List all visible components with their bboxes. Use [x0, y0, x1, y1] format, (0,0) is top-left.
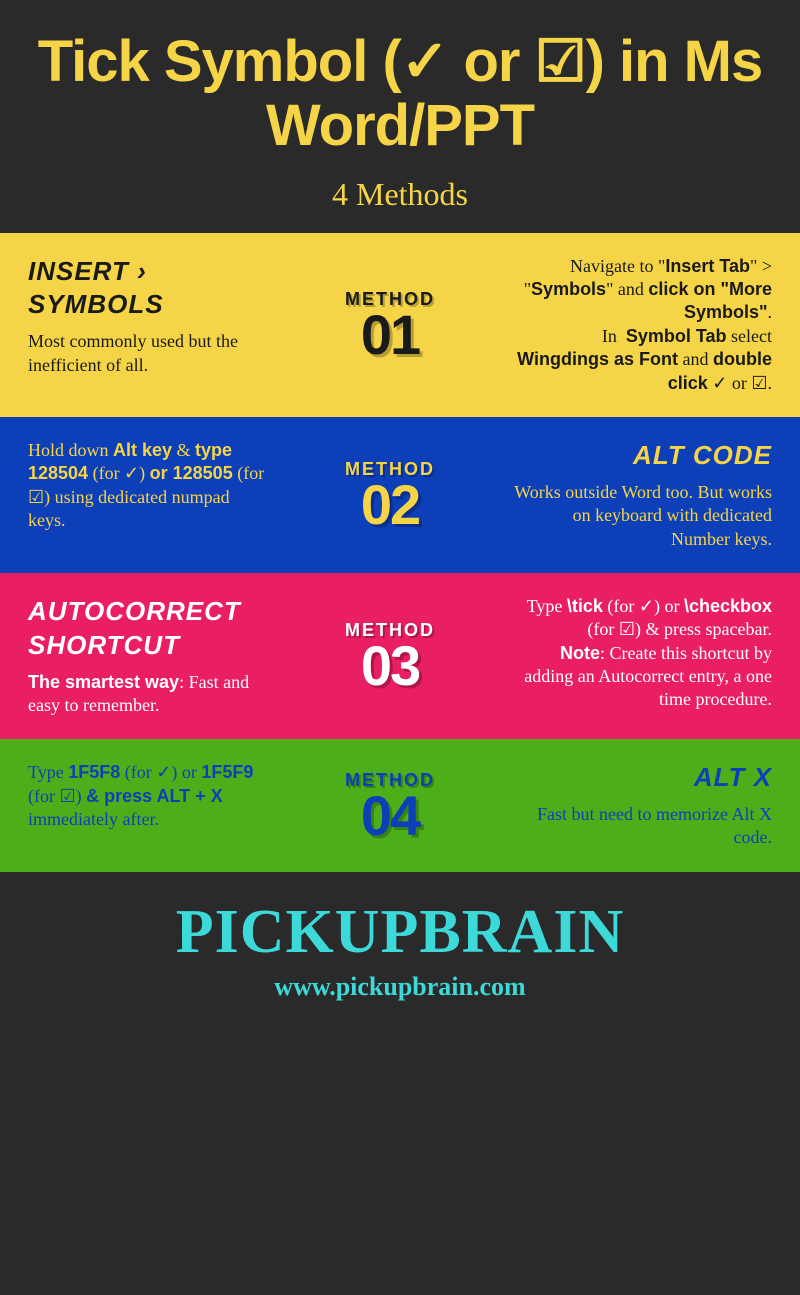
method-1-number: 01 [361, 310, 419, 360]
method-1-right-desc: Navigate to "Insert Tab" > "Symbols" and… [512, 255, 772, 395]
method-2-heading: ALT CODE [512, 439, 772, 473]
method-4-left: Type 1F5F8 (for ✓) or 1F5F9 (for ☑) & pr… [28, 761, 268, 850]
method-4-left-desc: Type 1F5F8 (for ✓) or 1F5F9 (for ☑) & pr… [28, 761, 268, 831]
method-3-right: Type \tick (for ✓) or \checkbox (for ☑) … [512, 595, 772, 717]
method-3-number: 03 [361, 641, 419, 691]
method-2-right: ALT CODE Works outside Word too. But wor… [512, 439, 772, 551]
method-3-left: AUTOCORRECT SHORTCUT The smartest way: F… [28, 595, 268, 717]
page-title: Tick Symbol (✓ or ☑) in Ms Word/PPT [20, 30, 780, 158]
method-row-3: AUTOCORRECT SHORTCUT The smartest way: F… [0, 573, 800, 739]
method-4-center: METHOD 04 [268, 761, 512, 850]
method-2-left: Hold down Alt key & type 128504 (for ✓) … [28, 439, 268, 551]
brand-name: PICKUPBRAIN [20, 897, 780, 968]
method-1-left-desc: Most commonly used but the inefficient o… [28, 330, 268, 377]
method-4-heading: ALT X [512, 761, 772, 795]
page-subtitle: 4 Methods [20, 176, 780, 213]
method-2-center: METHOD 02 [268, 439, 512, 551]
method-1-center: METHOD 01 [268, 255, 512, 395]
method-2-left-desc: Hold down Alt key & type 128504 (for ✓) … [28, 439, 268, 533]
method-row-2: Hold down Alt key & type 128504 (for ✓) … [0, 417, 800, 573]
method-3-heading: AUTOCORRECT SHORTCUT [28, 595, 268, 663]
method-3-right-desc: Type \tick (for ✓) or \checkbox (for ☑) … [512, 595, 772, 712]
method-1-heading: INSERT › SYMBOLS [28, 255, 268, 323]
method-3-center: METHOD 03 [268, 595, 512, 717]
method-row-4: Type 1F5F8 (for ✓) or 1F5F9 (for ☑) & pr… [0, 739, 800, 872]
method-1-left: INSERT › SYMBOLS Most commonly used but … [28, 255, 268, 395]
brand-url: www.pickupbrain.com [20, 972, 780, 1002]
method-3-left-desc: The smartest way: Fast and easy to remem… [28, 671, 268, 718]
method-1-right: Navigate to "Insert Tab" > "Symbols" and… [512, 255, 772, 395]
method-2-number: 02 [361, 480, 419, 530]
method-row-1: INSERT › SYMBOLS Most commonly used but … [0, 233, 800, 417]
header: Tick Symbol (✓ or ☑) in Ms Word/PPT 4 Me… [0, 0, 800, 233]
method-4-right-desc: Fast but need to memorize Alt X code. [512, 803, 772, 850]
method-4-number: 04 [361, 791, 419, 841]
footer: PICKUPBRAIN www.pickupbrain.com [0, 872, 800, 1027]
method-4-right: ALT X Fast but need to memorize Alt X co… [512, 761, 772, 850]
method-2-right-desc: Works outside Word too. But works on key… [512, 481, 772, 551]
